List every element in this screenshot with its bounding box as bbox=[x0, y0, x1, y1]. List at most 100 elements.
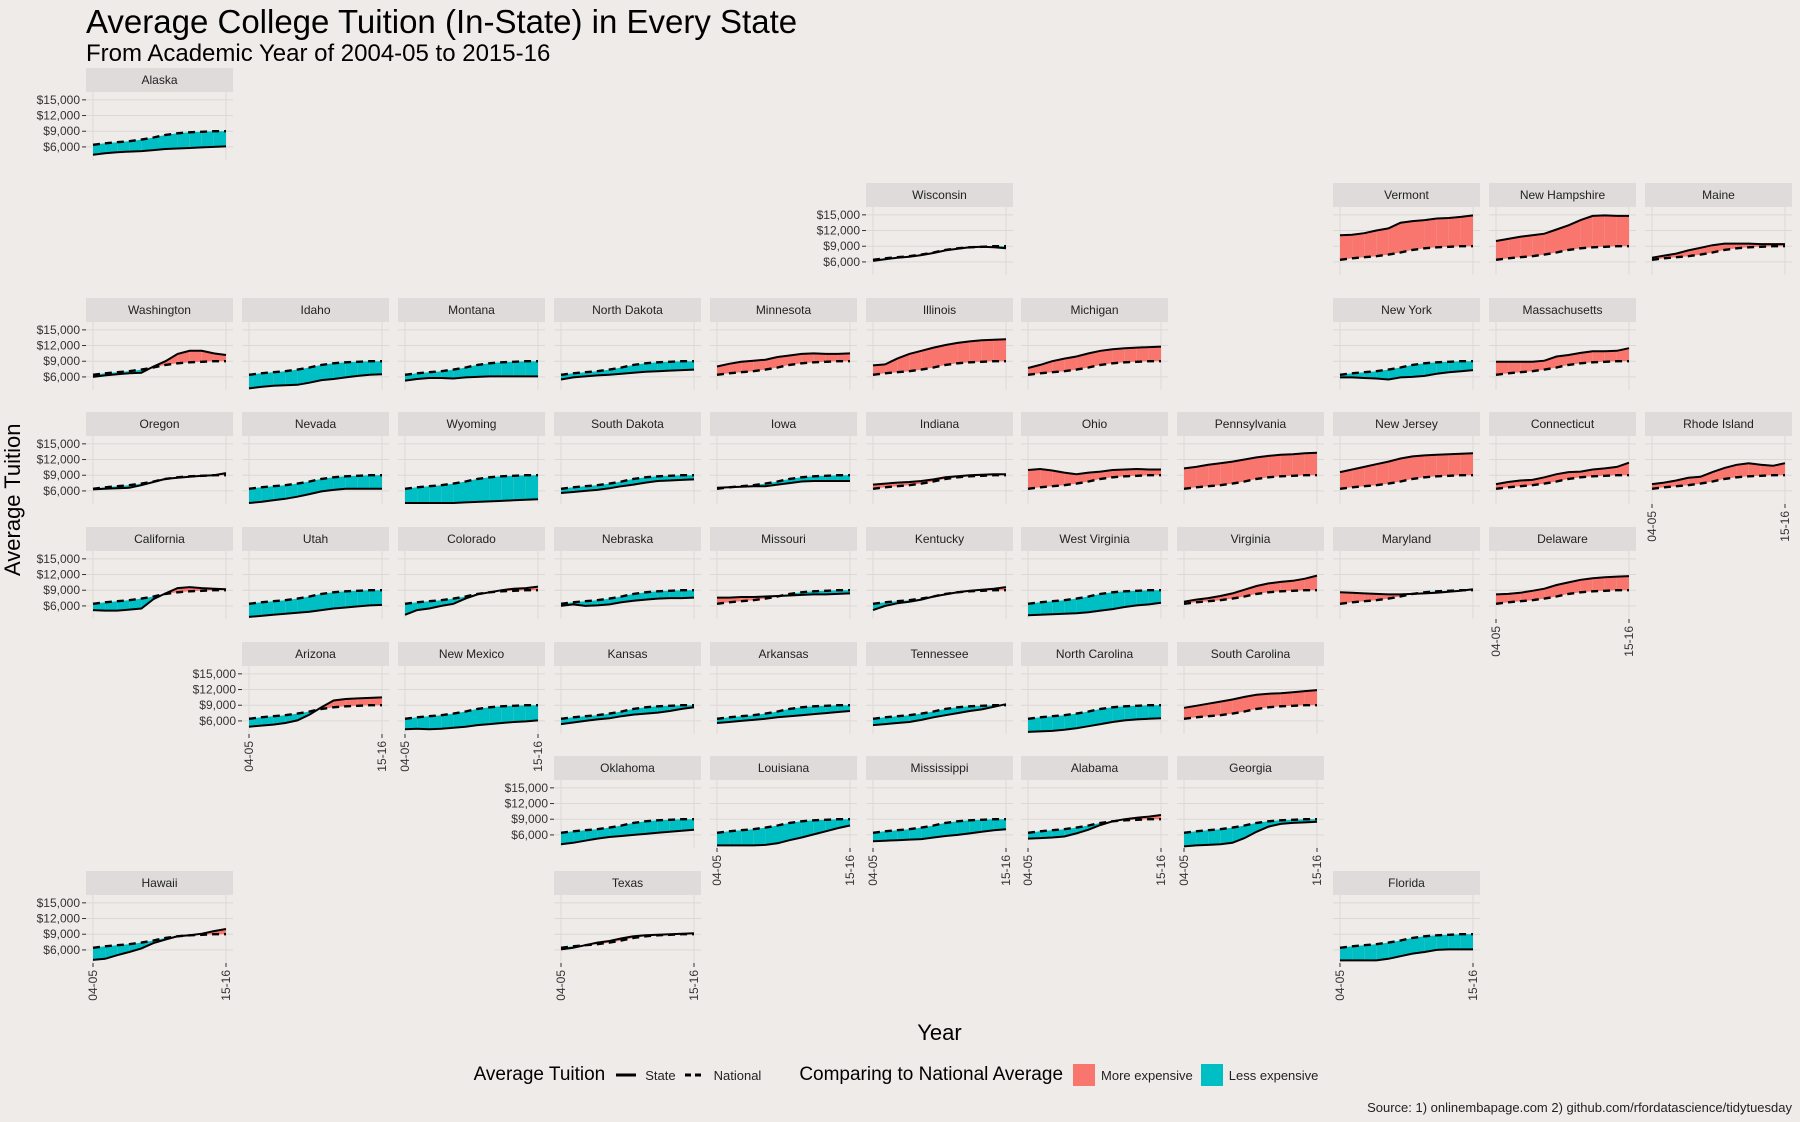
national-line bbox=[1651, 244, 1785, 261]
ribbon-more-expensive bbox=[1280, 454, 1293, 477]
ribbon-less-expensive bbox=[1460, 361, 1473, 372]
national-line bbox=[1183, 818, 1317, 834]
y-tick-label: $15,000 bbox=[37, 93, 81, 107]
facet-strip bbox=[1489, 412, 1636, 436]
national-line bbox=[1027, 360, 1161, 376]
ribbon-more-expensive bbox=[1100, 349, 1113, 365]
y-tick-label: $9,000 bbox=[43, 927, 80, 941]
ribbon-more-expensive bbox=[1208, 463, 1221, 487]
facet-strip-label: Arkansas bbox=[758, 647, 808, 661]
ribbon-less-expensive bbox=[501, 475, 514, 501]
y-tick-label: $12,000 bbox=[37, 109, 81, 123]
ribbon-less-expensive bbox=[657, 590, 670, 599]
ribbon-more-expensive bbox=[969, 340, 982, 363]
ribbon-more-expensive bbox=[1220, 699, 1233, 716]
facet-strip bbox=[1021, 756, 1168, 780]
ribbon-more-expensive bbox=[1088, 350, 1101, 368]
ribbon-more-expensive bbox=[933, 345, 946, 368]
ribbon-less-expensive bbox=[657, 361, 670, 372]
ribbon-more-expensive bbox=[1232, 696, 1245, 714]
facet-strip-label: Minnesota bbox=[756, 303, 812, 317]
state-line bbox=[404, 719, 539, 731]
ribbon-less-expensive bbox=[1100, 592, 1113, 611]
ribbon-more-expensive bbox=[1052, 470, 1065, 487]
facet-south-dakota: South Dakota bbox=[554, 412, 701, 504]
facet-strip-label: Wyoming bbox=[447, 417, 497, 431]
national-line bbox=[716, 589, 850, 605]
ribbon-more-expensive bbox=[1148, 346, 1161, 362]
ribbon-less-expensive bbox=[1436, 361, 1449, 374]
ribbon-less-expensive bbox=[1040, 716, 1053, 732]
national-line bbox=[1495, 474, 1629, 490]
x-tick-label: 15-16 bbox=[219, 970, 233, 1001]
ribbon-less-expensive bbox=[669, 361, 682, 371]
y-tick-label: $12,000 bbox=[37, 912, 81, 926]
facet-strip bbox=[242, 642, 389, 666]
state-line bbox=[1027, 717, 1162, 733]
state-line bbox=[92, 472, 227, 491]
facet-oklahoma: Oklahoma $6,000 $9,000$12,000 $15,000 bbox=[505, 756, 701, 848]
ribbon-less-expensive bbox=[1352, 945, 1365, 961]
ribbon-less-expensive bbox=[417, 716, 430, 730]
ribbon-less-expensive bbox=[297, 367, 310, 385]
state-line bbox=[404, 585, 539, 616]
national-line bbox=[560, 589, 694, 605]
state-line bbox=[1339, 214, 1474, 237]
x-axis-label: Year bbox=[917, 1020, 962, 1045]
state-line bbox=[717, 824, 851, 847]
ribbon-more-expensive bbox=[1064, 356, 1077, 372]
facet-new-mexico: New Mexico 04-05 15-16 bbox=[398, 642, 545, 772]
facet-strip bbox=[554, 756, 701, 780]
ribbon-more-expensive bbox=[801, 353, 814, 364]
ribbon-less-expensive bbox=[909, 827, 922, 840]
facet-north-dakota: North Dakota bbox=[554, 298, 701, 390]
x-tick-label: 15-16 bbox=[687, 970, 701, 1001]
ribbon-more-expensive bbox=[1580, 578, 1593, 593]
ribbon-more-expensive bbox=[1736, 463, 1749, 478]
ribbon-less-expensive bbox=[813, 705, 826, 715]
facet-arkansas: Arkansas bbox=[710, 642, 857, 734]
x-tick-label: 15-16 bbox=[1778, 511, 1792, 542]
ribbon-more-expensive bbox=[1340, 469, 1353, 489]
facet-strip-label: New Jersey bbox=[1375, 417, 1438, 431]
ribbon-less-expensive bbox=[1088, 593, 1101, 613]
ribbon-less-expensive bbox=[1388, 367, 1401, 380]
ribbon-less-expensive bbox=[357, 475, 370, 489]
facet-strip-label: Iowa bbox=[771, 417, 797, 431]
ribbon-more-expensive bbox=[1568, 352, 1581, 365]
facet-strip-label: Nebraska bbox=[602, 532, 654, 546]
ribbon-less-expensive bbox=[93, 143, 106, 155]
legend-line-title: Average Tuition bbox=[473, 1064, 606, 1085]
facet-strip bbox=[710, 298, 857, 322]
national-line bbox=[248, 704, 382, 720]
ribbon-less-expensive bbox=[309, 593, 322, 612]
ribbon-less-expensive bbox=[261, 716, 274, 726]
facet-tennessee: Tennessee bbox=[866, 642, 1013, 734]
ribbon-more-expensive bbox=[1124, 469, 1137, 477]
ribbon-less-expensive bbox=[261, 372, 274, 387]
state-line bbox=[92, 349, 227, 378]
ribbon-more-expensive bbox=[765, 357, 778, 370]
ribbon-less-expensive bbox=[1052, 600, 1065, 615]
ribbon-less-expensive bbox=[645, 820, 658, 834]
facet-strip bbox=[1177, 756, 1324, 780]
facet-strip bbox=[554, 642, 701, 666]
national-line bbox=[1183, 704, 1317, 720]
ribbon-more-expensive bbox=[885, 358, 898, 374]
ribbon-less-expensive bbox=[1208, 829, 1221, 845]
facet-strip-label: Nevada bbox=[295, 417, 337, 431]
ribbon-less-expensive bbox=[333, 362, 346, 379]
facet-strip bbox=[710, 756, 857, 780]
facet-strip bbox=[710, 527, 857, 551]
facet-strip-label: Louisiana bbox=[758, 761, 810, 775]
ribbon-less-expensive bbox=[729, 830, 742, 846]
x-tick-label: 15-16 bbox=[1310, 855, 1324, 886]
ribbon-more-expensive bbox=[1364, 593, 1377, 602]
facet-north-carolina: North Carolina bbox=[1021, 642, 1168, 734]
ribbon-more-expensive bbox=[1436, 454, 1449, 477]
national-line bbox=[1495, 244, 1629, 261]
state-line bbox=[560, 932, 695, 951]
ribbon-more-expensive bbox=[1532, 588, 1545, 601]
facet-strip-label: Missouri bbox=[761, 532, 806, 546]
ribbon-less-expensive bbox=[837, 475, 850, 481]
